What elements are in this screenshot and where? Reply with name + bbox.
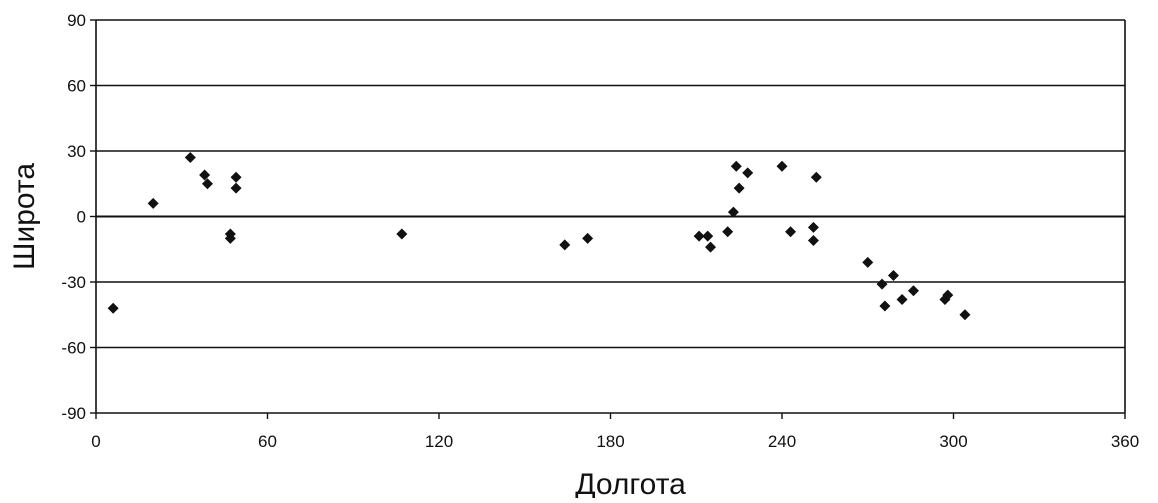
- data-point: [887, 269, 899, 281]
- data-point: [742, 167, 754, 179]
- data-point: [201, 178, 213, 190]
- data-point: [733, 182, 745, 194]
- y-tick-label: -90: [61, 404, 86, 423]
- data-point: [582, 232, 594, 244]
- data-point: [722, 226, 734, 238]
- y-tick-label: -30: [61, 273, 86, 292]
- y-tick-label: 30: [67, 142, 86, 161]
- x-axis-title: Долгота: [575, 468, 686, 498]
- data-point: [879, 300, 891, 312]
- x-tick-label: 300: [939, 432, 967, 451]
- data-point: [807, 221, 819, 233]
- data-point: [224, 232, 236, 244]
- y-axis-title: Широта: [8, 163, 41, 270]
- x-tick-label: 120: [425, 432, 453, 451]
- data-point: [776, 160, 788, 172]
- data-point: [907, 285, 919, 297]
- x-tick-label: 180: [596, 432, 624, 451]
- data-point: [730, 160, 742, 172]
- data-point: [705, 241, 717, 253]
- data-point: [807, 235, 819, 247]
- y-tick-label: 0: [77, 208, 86, 227]
- gridlines: [96, 19, 1125, 414]
- y-tick-label: 60: [67, 77, 86, 96]
- data-point: [107, 302, 119, 314]
- axes: [90, 19, 1126, 419]
- data-point: [230, 182, 242, 194]
- data-point: [230, 171, 242, 183]
- data-point: [862, 256, 874, 268]
- data-point: [693, 230, 705, 242]
- data-point: [727, 206, 739, 218]
- x-tick-label: 360: [1111, 432, 1139, 451]
- data-point: [559, 239, 571, 251]
- data-point: [396, 228, 408, 240]
- data-point: [896, 293, 908, 305]
- data-points: [107, 152, 971, 321]
- x-tick-label: 0: [91, 432, 100, 451]
- data-point: [942, 289, 954, 301]
- data-point: [184, 152, 196, 164]
- y-tick-label: -60: [61, 339, 86, 358]
- data-point: [959, 309, 971, 321]
- data-point: [810, 171, 822, 183]
- data-point: [147, 197, 159, 209]
- y-tick-label: 90: [67, 11, 86, 30]
- data-point: [876, 278, 888, 290]
- x-tick-label: 60: [258, 432, 277, 451]
- data-point: [785, 226, 797, 238]
- data-point: [702, 230, 714, 242]
- x-tick-label: 240: [768, 432, 796, 451]
- data-point: [199, 169, 211, 181]
